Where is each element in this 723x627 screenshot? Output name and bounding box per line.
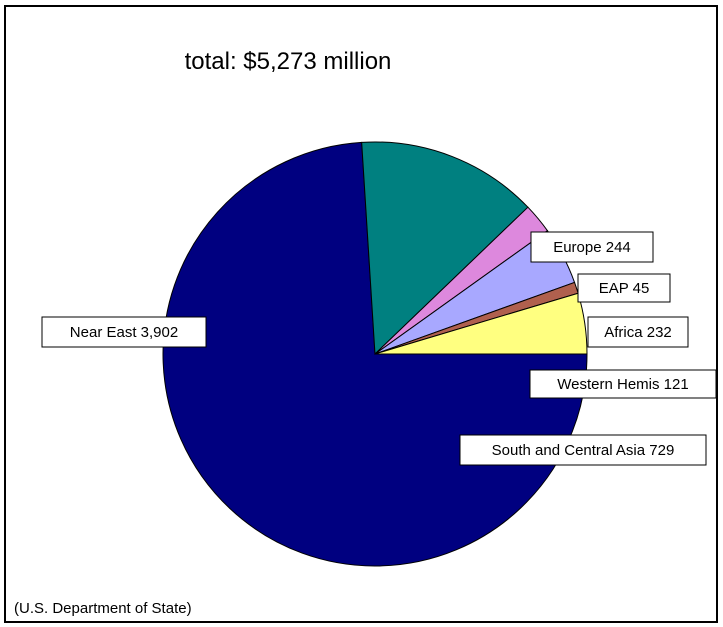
pie-label-western-hemis: Western Hemis 121	[529, 369, 716, 399]
pie-label-text: Near East 3,902	[70, 324, 178, 341]
pie-slices	[162, 141, 588, 567]
pie-chart: total: $5,273 million Near East 3,902 Sou…	[14, 48, 716, 617]
pie-label-text: Europe 244	[553, 239, 631, 256]
pie-label-africa: Africa 232	[587, 316, 689, 348]
pie-label-text: EAP 45	[599, 280, 650, 297]
pie-label-south-central-asia: South and Central Asia 729	[459, 434, 707, 466]
pie-label-eap: EAP 45	[577, 273, 671, 303]
pie-label-box	[529, 369, 716, 399]
chart-frame: total: $5,273 million Near East 3,902 Sou…	[4, 5, 718, 623]
pie-label-near-east: Near East 3,902	[41, 316, 207, 348]
pie-label-box	[577, 273, 671, 303]
pie-label-box	[587, 316, 689, 348]
pie-slice-south-central-asia	[361, 141, 529, 356]
pie-label-box	[530, 231, 654, 263]
pie-label-text: Western Hemis 121	[557, 376, 688, 393]
pie-label-box	[459, 434, 707, 466]
pie-label-text: South and Central Asia 729	[492, 442, 675, 459]
pie-label-box	[41, 316, 207, 348]
pie-label-europe: Europe 244	[530, 231, 654, 263]
chart-title: total: $5,273 million	[185, 48, 392, 75]
pie-label-text: Africa 232	[604, 324, 672, 341]
source-note: (U.S. Department of State)	[14, 600, 192, 617]
pie-labels: Near East 3,902 South and Central Asia 72…	[41, 231, 716, 466]
